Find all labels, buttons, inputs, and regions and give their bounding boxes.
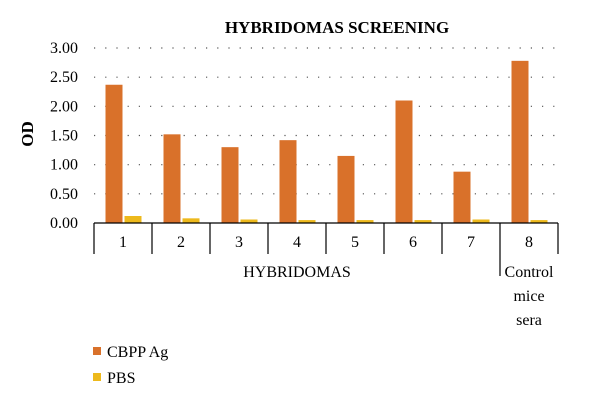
x-group-label-line: Control xyxy=(505,264,554,281)
x-tick-label: 7 xyxy=(467,234,475,251)
legend-swatch xyxy=(93,373,101,381)
x-tick-label: 3 xyxy=(235,234,243,251)
x-tick-label: 4 xyxy=(293,234,301,251)
x-tick-label: 5 xyxy=(351,234,359,251)
y-axis-ticks: 0.00 0.50 1.00 1.50 2.00 2.50 3.00 xyxy=(50,40,78,232)
bar-cbpp-ag-8 xyxy=(511,60,529,224)
x-axis: 1 2 3 4 5 6 7 8 HYBRIDOMAS Control mice sera xyxy=(93,222,559,329)
legend-label: CBPP Ag xyxy=(107,344,168,361)
x-tick-label: 8 xyxy=(525,234,533,251)
bar-cbpp-ag-1 xyxy=(105,84,123,223)
y-tick-label: 1.50 xyxy=(50,128,78,145)
bar-pbs-5 xyxy=(356,220,374,223)
y-tick-label: 2.00 xyxy=(50,98,78,115)
bars xyxy=(105,60,548,224)
y-tick-label: 2.50 xyxy=(50,69,78,86)
x-group-label-line: sera xyxy=(516,312,542,329)
y-tick-label: 0.00 xyxy=(50,215,78,232)
y-axis-label: OD xyxy=(18,121,37,147)
bar-cbpp-ag-3 xyxy=(221,147,239,223)
y-tick-label: 0.50 xyxy=(50,186,78,203)
bar-pbs-2 xyxy=(182,218,200,223)
legend-swatch xyxy=(93,347,101,355)
bar-cbpp-ag-5 xyxy=(337,155,355,223)
bar-cbpp-ag-4 xyxy=(279,140,297,223)
legend-label: PBS xyxy=(107,370,135,387)
bar-pbs-8 xyxy=(530,220,548,223)
x-tick-label: 1 xyxy=(119,234,127,251)
y-tick-label: 1.00 xyxy=(50,157,78,174)
bar-pbs-7 xyxy=(472,219,490,223)
bar-pbs-6 xyxy=(414,220,432,223)
x-tick-label: 2 xyxy=(177,234,185,251)
bar-pbs-3 xyxy=(240,219,258,223)
x-group-label-line: mice xyxy=(513,288,544,305)
bar-cbpp-ag-6 xyxy=(395,100,413,223)
y-tick-label: 3.00 xyxy=(50,40,78,57)
chart-title: HYBRIDOMAS SCREENING xyxy=(225,18,449,37)
x-group-label: HYBRIDOMAS xyxy=(243,264,351,281)
bar-cbpp-ag-7 xyxy=(453,171,471,223)
legend: CBPP Ag PBS xyxy=(93,344,168,387)
bar-pbs-1 xyxy=(124,216,142,223)
x-tick-label: 6 xyxy=(409,234,417,251)
bar-pbs-4 xyxy=(298,220,316,223)
bar-cbpp-ag-2 xyxy=(163,134,181,223)
